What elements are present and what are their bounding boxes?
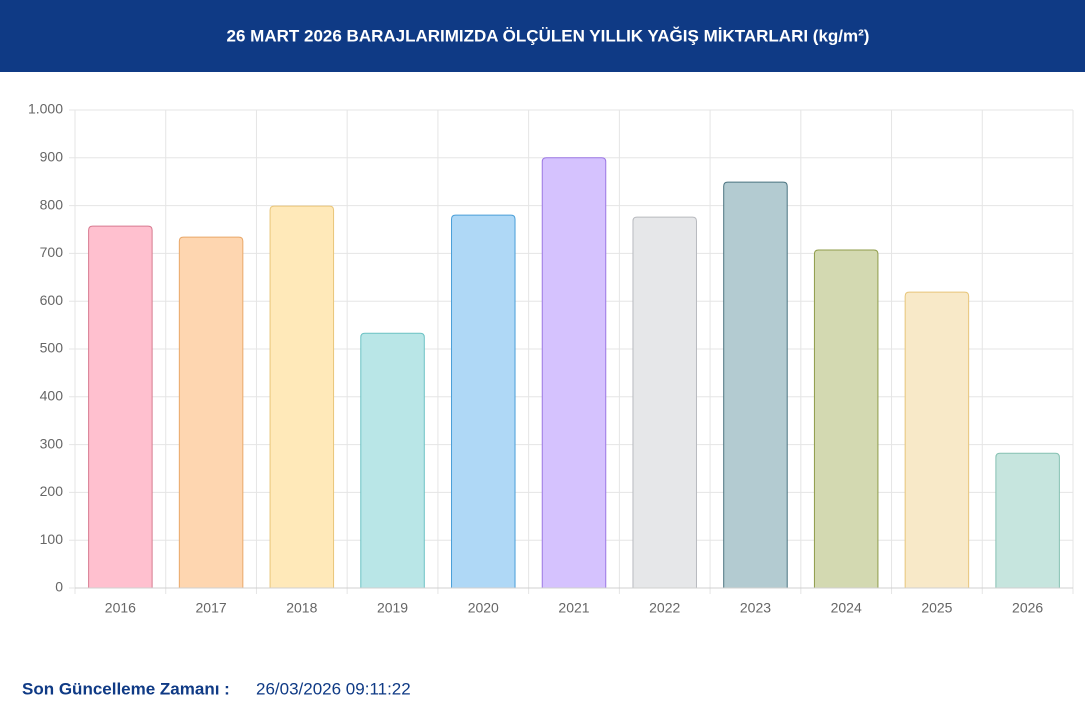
footer-value: 26/03/2026 09:11:22 (256, 679, 411, 698)
bar (178, 236, 244, 588)
header-bar (0, 0, 1085, 72)
bar (451, 214, 516, 588)
bar (632, 216, 697, 588)
y-tick-label: 600 (40, 292, 64, 308)
x-tick-label: 2023 (740, 600, 771, 616)
y-tick-label: 400 (40, 388, 64, 404)
y-tick-label: 500 (40, 340, 64, 356)
y-tick-label: 100 (40, 531, 64, 547)
bar (88, 225, 153, 588)
x-tick-label: 2017 (196, 600, 227, 616)
bar (269, 205, 335, 588)
chart-title: 26 MART 2026 BARAJLARIMIZDA ÖLÇÜLEN YILL… (227, 26, 870, 45)
y-tick-label: 0 (55, 579, 63, 595)
y-tick-label: 900 (40, 149, 64, 165)
x-tick-label: 2018 (286, 600, 317, 616)
y-tick-label: 800 (40, 196, 64, 212)
bar (904, 291, 970, 588)
x-tick-label: 2020 (468, 600, 499, 616)
x-tick-label: 2024 (831, 600, 862, 616)
bar (360, 332, 425, 588)
y-tick-label: 300 (40, 435, 64, 451)
bar (723, 181, 788, 588)
bar (541, 157, 607, 588)
x-tick-label: 2016 (105, 600, 136, 616)
bar (995, 452, 1060, 588)
x-tick-label: 2025 (921, 600, 952, 616)
x-tick-label: 2026 (1012, 600, 1043, 616)
x-tick-label: 2022 (649, 600, 680, 616)
x-tick-label: 2021 (558, 600, 589, 616)
bar (813, 249, 879, 588)
y-tick-label: 1.000 (28, 101, 63, 117)
y-tick-label: 200 (40, 483, 64, 499)
y-tick-label: 700 (40, 244, 64, 260)
footer-label: Son Güncelleme Zamanı : (22, 679, 230, 698)
x-tick-label: 2019 (377, 600, 408, 616)
